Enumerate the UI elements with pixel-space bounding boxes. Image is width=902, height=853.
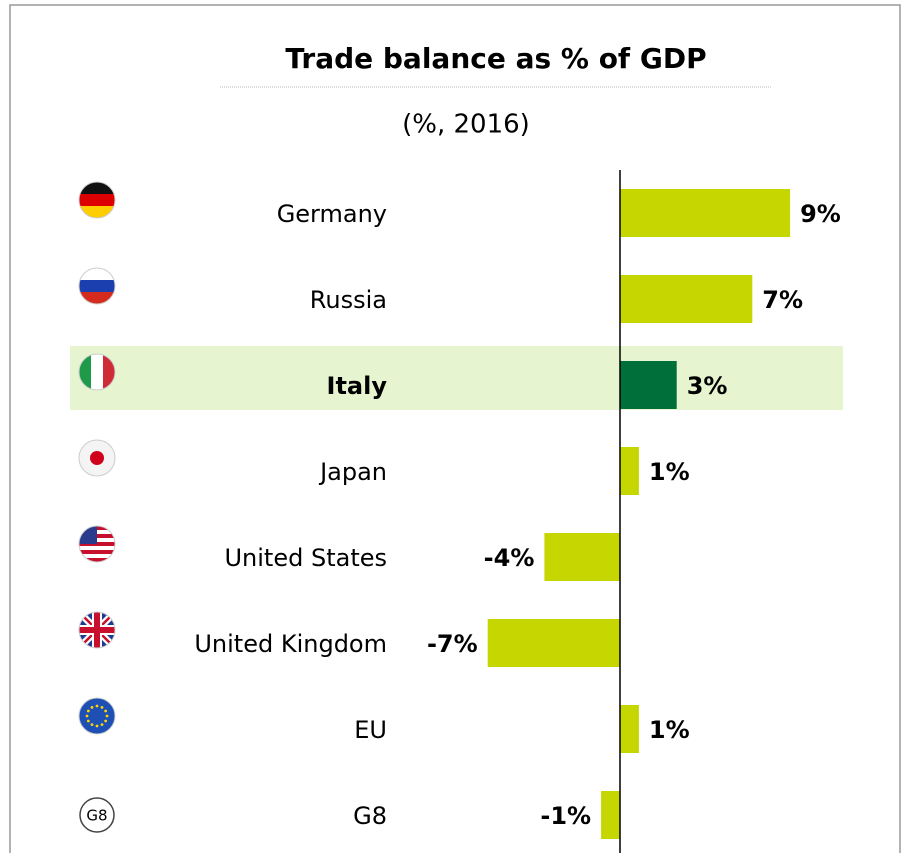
- flag-rim: [78, 353, 116, 391]
- flag: [79, 182, 115, 218]
- bar: [544, 533, 620, 581]
- flag-part: [86, 709, 90, 713]
- flag-part: [100, 705, 104, 709]
- flag-rim: [78, 439, 116, 477]
- flag: [79, 612, 115, 648]
- category-label: EU: [354, 716, 387, 744]
- category-label: Russia: [310, 286, 387, 314]
- flag-part: [86, 719, 90, 723]
- value-label: 1%: [649, 458, 690, 486]
- bar: [620, 447, 639, 495]
- value-label: -7%: [427, 630, 478, 658]
- category-label: Japan: [318, 458, 387, 486]
- value-label: 7%: [762, 286, 803, 314]
- flag-part: [79, 554, 115, 558]
- flag: [79, 354, 115, 390]
- chart-subtitle: (%, 2016): [402, 110, 530, 140]
- g8-icon-label: G8: [86, 807, 107, 825]
- bar: [620, 361, 677, 409]
- flag-part: [79, 206, 115, 218]
- category-label: United States: [224, 544, 387, 572]
- flag-part: [91, 354, 104, 390]
- flag-part: [79, 558, 115, 562]
- flag-part: [95, 724, 99, 728]
- flag-part: [79, 546, 115, 550]
- flag-part: [103, 354, 115, 390]
- highlight-band: [70, 346, 843, 410]
- flag-part: [79, 194, 115, 207]
- value-label: 3%: [687, 372, 728, 400]
- g8-icon: [79, 797, 115, 833]
- value-label: -4%: [484, 544, 535, 572]
- flag-part: [85, 714, 89, 718]
- flag-part: [79, 354, 92, 390]
- value-label: 1%: [649, 716, 690, 744]
- category-label: G8: [353, 802, 387, 830]
- value-label: -1%: [540, 802, 591, 830]
- flag-rim: [78, 697, 116, 735]
- flag-part: [90, 723, 94, 727]
- flag: [79, 268, 115, 304]
- flag-part: [105, 714, 109, 718]
- flag-part: [79, 292, 115, 304]
- flag: [79, 440, 115, 476]
- flag-part: [104, 709, 108, 713]
- flag-rim: [78, 611, 116, 649]
- flag-part: [79, 698, 115, 734]
- flag-rim: [78, 525, 116, 563]
- flag: [79, 698, 115, 734]
- chart-title: Trade balance as % of GDP: [285, 42, 706, 75]
- flag-rim: [78, 267, 116, 305]
- category-label: Italy: [327, 372, 388, 400]
- flag-part: [90, 705, 94, 709]
- flag-part: [79, 280, 115, 293]
- flag-part: [104, 719, 108, 723]
- category-label: United Kingdom: [194, 630, 387, 658]
- value-label: 9%: [800, 200, 841, 228]
- bar: [487, 619, 620, 667]
- flag-part: [79, 550, 115, 554]
- flag-part: [94, 612, 100, 648]
- flag-part: [95, 704, 99, 708]
- bar: [601, 791, 620, 839]
- category-label: Germany: [277, 200, 387, 228]
- flag-rim: [78, 181, 116, 219]
- flag-part: [100, 723, 104, 727]
- flag-part: [79, 268, 115, 281]
- frame: [9, 4, 901, 853]
- bar: [620, 275, 753, 323]
- bar: [620, 189, 791, 237]
- flag-part: [79, 182, 115, 195]
- flag-part: [90, 451, 104, 465]
- bar: [620, 705, 639, 753]
